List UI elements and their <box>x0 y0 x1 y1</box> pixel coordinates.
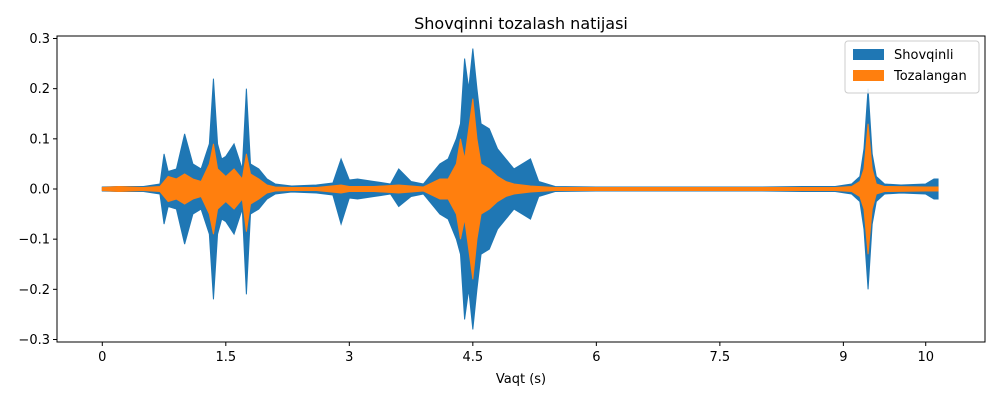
x-tick-label: 3 <box>345 350 353 365</box>
legend-label-shovqinli: Shovqinli <box>894 48 953 63</box>
y-tick-label: −0.2 <box>18 283 50 298</box>
y-tick-label: 0.1 <box>29 132 50 147</box>
x-tick-label: 0 <box>98 350 106 365</box>
legend: Shovqinli Tozalangan <box>844 40 980 94</box>
y-tick-label: −0.3 <box>18 333 50 348</box>
x-axis-label: Vaqt (s) <box>496 372 546 387</box>
x-tick-label: 4.5 <box>462 350 483 365</box>
y-tick-label: 0.2 <box>29 82 50 97</box>
y-tick-label: 0.3 <box>29 32 50 47</box>
y-axis: 0.3 0.2 0.1 0.0 −0.1 −0.2 −0.3 <box>18 32 57 348</box>
x-axis: 0 1.5 3 4.5 6 7.5 9 10 <box>98 342 934 365</box>
y-tick-label: 0.0 <box>29 183 50 198</box>
series-tozalangan <box>101 98 939 280</box>
x-tick-label: 6 <box>592 350 600 365</box>
series-layer <box>101 48 939 330</box>
chart-title: Shovqinni tozalash natijasi <box>414 14 628 33</box>
x-tick-label: 7.5 <box>710 350 731 365</box>
x-tick-label: 1.5 <box>215 350 236 365</box>
legend-label-tozalangan: Tozalangan <box>893 69 967 84</box>
x-tick-label: 10 <box>917 350 934 365</box>
legend-swatch-tozalangan <box>853 70 884 81</box>
x-tick-label: 9 <box>839 350 847 365</box>
legend-swatch-shovqinli <box>853 49 884 60</box>
y-tick-label: −0.1 <box>18 233 50 248</box>
